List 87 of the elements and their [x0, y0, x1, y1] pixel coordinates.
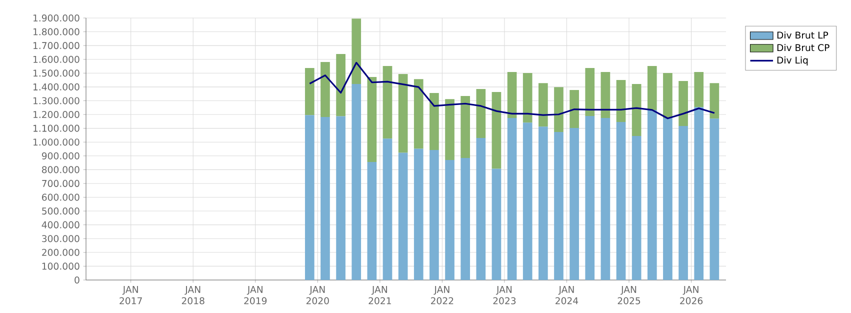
bar [320, 62, 330, 117]
bar [336, 116, 346, 280]
bar [414, 79, 424, 149]
bar [398, 152, 408, 280]
bar [476, 89, 486, 138]
y-tick-label: 1.900.000 [33, 14, 80, 22]
bar [460, 96, 470, 158]
y-tick-label: 600.000 [42, 194, 80, 201]
bar [538, 83, 548, 127]
y-tick-label: 100.000 [42, 262, 80, 270]
bar [585, 116, 595, 280]
bar [694, 107, 704, 280]
x-tick-label: JAN 2026 [680, 286, 703, 304]
y-tick-label: 700.000 [42, 180, 80, 187]
x-tick-label: JAN 2020 [306, 286, 329, 304]
y-tick-label: 200.000 [42, 248, 80, 256]
bar [570, 128, 579, 280]
y-tick-label: 1.300.000 [33, 97, 80, 104]
bar [476, 138, 486, 280]
x-tick-label: JAN 2021 [368, 286, 391, 304]
bar [507, 72, 517, 118]
bar [554, 87, 564, 132]
x-tick-label: JAN 2017 [120, 286, 142, 304]
bar [616, 122, 626, 280]
bar [492, 92, 502, 169]
bar [352, 84, 362, 280]
bar [647, 66, 657, 110]
y-tick-label: 1.200.000 [33, 110, 80, 118]
bar [460, 158, 470, 280]
bar [336, 54, 346, 116]
bar [678, 126, 688, 280]
bar [507, 118, 517, 280]
bar [600, 72, 610, 118]
bar [304, 68, 314, 116]
bar [632, 136, 642, 280]
bar [398, 74, 408, 153]
bar [710, 83, 720, 119]
x-tick-label: JAN 2022 [431, 286, 454, 304]
legend-label: Div Liq [777, 56, 808, 66]
bar [554, 132, 564, 280]
y-tick-label: 1.800.000 [33, 28, 80, 36]
bar [414, 148, 424, 280]
y-tick-label: 1.500.000 [33, 70, 80, 77]
x-tick-label: JAN 2019 [244, 286, 267, 304]
bar [570, 90, 579, 128]
bar [710, 118, 720, 280]
x-tick-label: JAN 2018 [182, 286, 204, 304]
y-tick-label: 1.400.000 [33, 83, 80, 90]
bar [367, 162, 377, 280]
bar [678, 81, 688, 126]
bar [445, 160, 454, 280]
bar [663, 73, 672, 118]
bar [522, 73, 532, 123]
bar [430, 93, 439, 150]
legend-label: Div Brut CP [777, 44, 830, 52]
y-tick-label: 1.100.000 [33, 124, 80, 132]
bar [304, 115, 314, 280]
bar [445, 99, 454, 160]
legend-label: Div Brut LP [777, 31, 828, 39]
bar [320, 116, 330, 280]
y-tick-label: 0 [74, 276, 80, 284]
bar [382, 138, 392, 280]
y-tick-label: 500.000 [42, 208, 80, 215]
y-tick-label: 1.000.000 [33, 138, 80, 146]
bar [367, 77, 377, 162]
bar [663, 118, 672, 280]
bar [538, 126, 548, 280]
y-tick-label: 1.700.000 [33, 42, 80, 50]
bar [694, 72, 704, 108]
x-tick-label: JAN 2023 [493, 286, 516, 304]
y-tick-label: 800.000 [42, 166, 80, 174]
bar [352, 18, 362, 84]
bar [430, 150, 439, 280]
bar [522, 122, 532, 280]
bar [492, 168, 502, 280]
y-tick-label: 400.000 [42, 221, 80, 228]
bar [616, 80, 626, 122]
bar [632, 84, 642, 136]
x-tick-label: JAN 2025 [618, 286, 640, 304]
y-tick-label: 1.600.000 [33, 56, 80, 63]
y-tick-label: 900.000 [42, 152, 80, 160]
bar [600, 118, 610, 280]
bar [382, 66, 392, 139]
bar [647, 110, 657, 280]
x-tick-label: JAN 2024 [556, 286, 578, 304]
bar [585, 68, 595, 116]
y-tick-label: 300.000 [42, 235, 80, 242]
